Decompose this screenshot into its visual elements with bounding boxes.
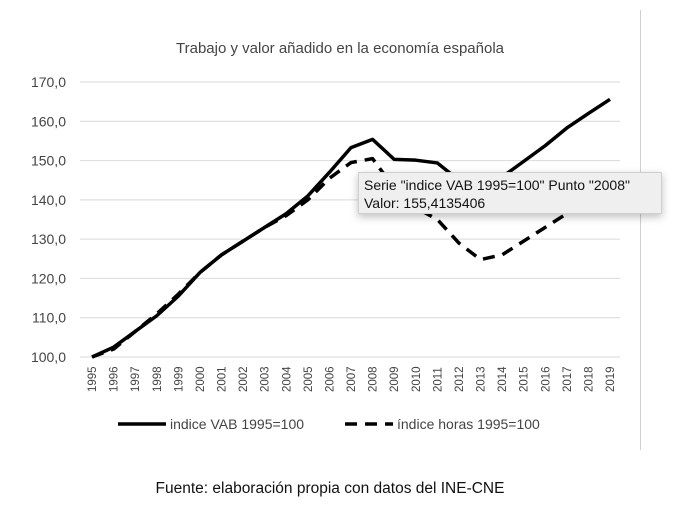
- tooltip-series: Serie "indice VAB 1995=100" Punto "2008": [364, 177, 630, 193]
- x-tick-label: 1996: [109, 366, 121, 392]
- x-tick-label: 2011: [432, 367, 444, 392]
- series-line-1: [91, 97, 611, 359]
- x-tick-label: 2008: [368, 366, 380, 392]
- y-tick-label: 100,0: [31, 349, 66, 365]
- line-chart: Trabajo y valor añadido en la economía e…: [31, 40, 620, 432]
- x-tick-label: 2002: [238, 366, 250, 392]
- x-tick-label: 2009: [389, 366, 401, 392]
- x-tick-label: 1997: [130, 366, 142, 392]
- x-tick-label: 2016: [540, 366, 552, 392]
- y-tick-label: 130,0: [31, 231, 66, 247]
- x-tick-label: 2005: [303, 366, 315, 392]
- x-tick-label: 2007: [346, 366, 358, 392]
- x-tick-label: 2006: [324, 366, 336, 392]
- x-tick-label: 1999: [173, 366, 185, 392]
- chart-area: [14, 10, 641, 450]
- legend-label: índice horas 1995=100: [397, 416, 540, 432]
- x-tick-label: 2018: [583, 366, 595, 392]
- y-tick-label: 170,0: [31, 74, 66, 90]
- x-tick-label: 2010: [411, 366, 423, 392]
- x-tick-label: 2014: [497, 366, 509, 392]
- x-tick-label: 2015: [519, 366, 531, 392]
- x-tick-label: 2001: [217, 366, 229, 392]
- x-tick-label: 2000: [195, 366, 207, 392]
- tooltip: Serie "indice VAB 1995=100" Punto "2008"…: [358, 172, 662, 214]
- legend-label: indice VAB 1995=100: [170, 416, 304, 432]
- x-tick-label: 2012: [454, 366, 466, 392]
- x-tick-label: 2017: [562, 366, 574, 392]
- x-tick-label: 2003: [260, 366, 272, 392]
- chart-title: Trabajo y valor añadido en la economía e…: [176, 40, 505, 57]
- x-tick-label: 1995: [87, 366, 99, 392]
- x-tick-label: 2004: [281, 366, 293, 392]
- x-tick-label: 2013: [476, 366, 488, 392]
- y-tick-label: 150,0: [31, 153, 66, 169]
- y-tick-label: 110,0: [32, 310, 66, 326]
- y-tick-label: 160,0: [31, 113, 66, 129]
- series-line-2: [91, 156, 611, 359]
- tooltip-value: Valor: 155,4135406: [364, 195, 486, 211]
- y-tick-label: 140,0: [31, 192, 66, 208]
- x-tick-label: 1998: [152, 366, 164, 392]
- x-tick-label: 2019: [605, 366, 617, 392]
- source-caption: Fuente: elaboración propia con datos del…: [155, 480, 505, 497]
- y-tick-label: 120,0: [31, 270, 66, 286]
